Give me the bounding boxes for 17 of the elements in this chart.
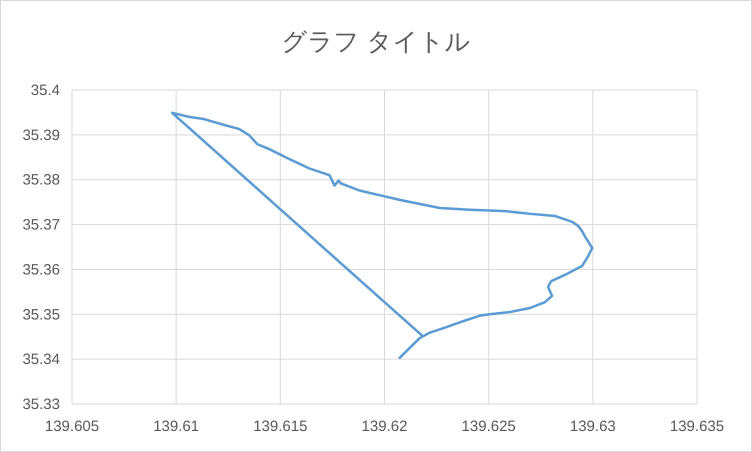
x-tick-label: 139.625 [462,418,516,435]
y-tick-label: 35.34 [22,351,60,368]
x-tick-label: 139.635 [670,418,724,435]
x-tick-label: 139.63 [570,418,616,435]
y-tick-label: 35.4 [30,82,60,99]
chart-title: グラフ タイトル [282,28,470,56]
y-tick-label: 35.38 [22,172,60,189]
y-tick-label: 35.36 [22,261,60,278]
y-tick-label: 35.33 [22,396,60,413]
x-tick-label: 139.61 [153,418,200,435]
y-tick-label: 35.35 [22,306,60,324]
y-tick-label: 35.37 [22,216,60,234]
x-tick-label: 139.605 [44,418,100,435]
line-series [170,112,594,360]
x-tick-label: 139.62 [362,418,408,435]
x-tick-label: 139.615 [253,418,308,435]
y-tick-label: 35.39 [22,126,60,144]
